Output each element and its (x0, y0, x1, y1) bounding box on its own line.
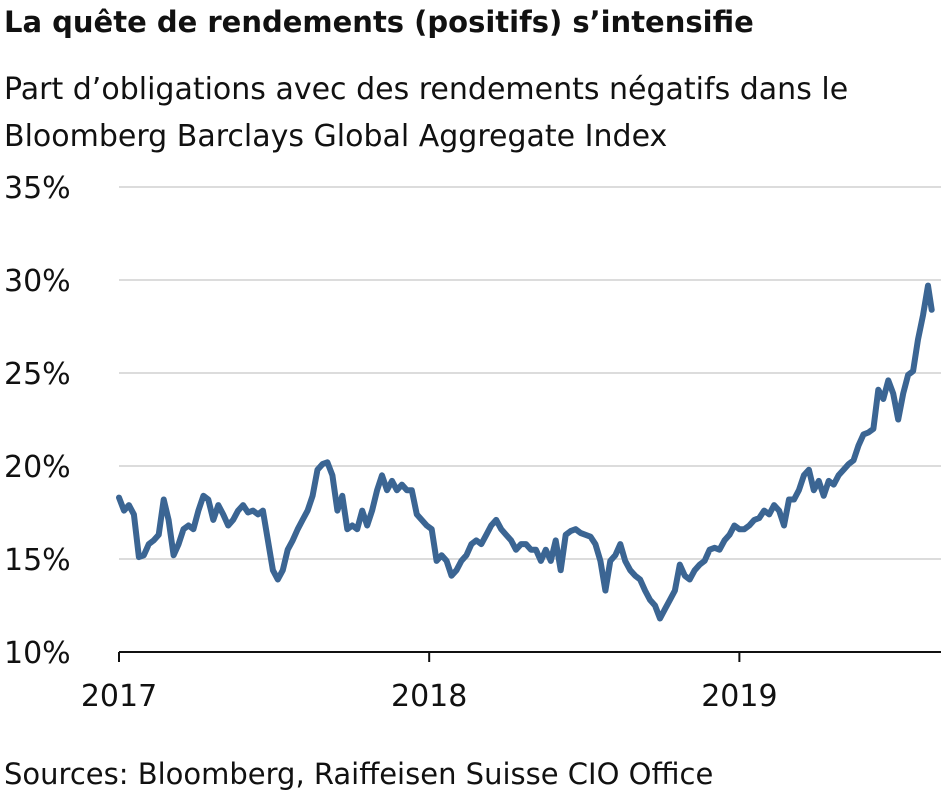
y-tick-label: 35% (4, 171, 71, 206)
data-line (116, 282, 935, 622)
y-tick-label: 20% (4, 450, 71, 485)
chart-title: La quête de rendements (positifs) s’inte… (4, 5, 754, 39)
x-tick-label: 2018 (391, 679, 467, 714)
chart-subtitle: Bloomberg Barclays Global Aggregate Inde… (4, 119, 667, 154)
x-tick-label: 2017 (81, 679, 157, 714)
y-tick-label: 25% (4, 357, 71, 392)
y-tick-label: 30% (4, 264, 71, 299)
chart-subtitle: Part d’obligations avec des rendements n… (4, 72, 848, 107)
source-note: Sources: Bloomberg, Raiffeisen Suisse CI… (4, 757, 713, 791)
x-tick-label: 2019 (701, 679, 777, 714)
y-tick-label: 15% (4, 543, 71, 578)
y-tick-label: 10% (4, 636, 71, 671)
